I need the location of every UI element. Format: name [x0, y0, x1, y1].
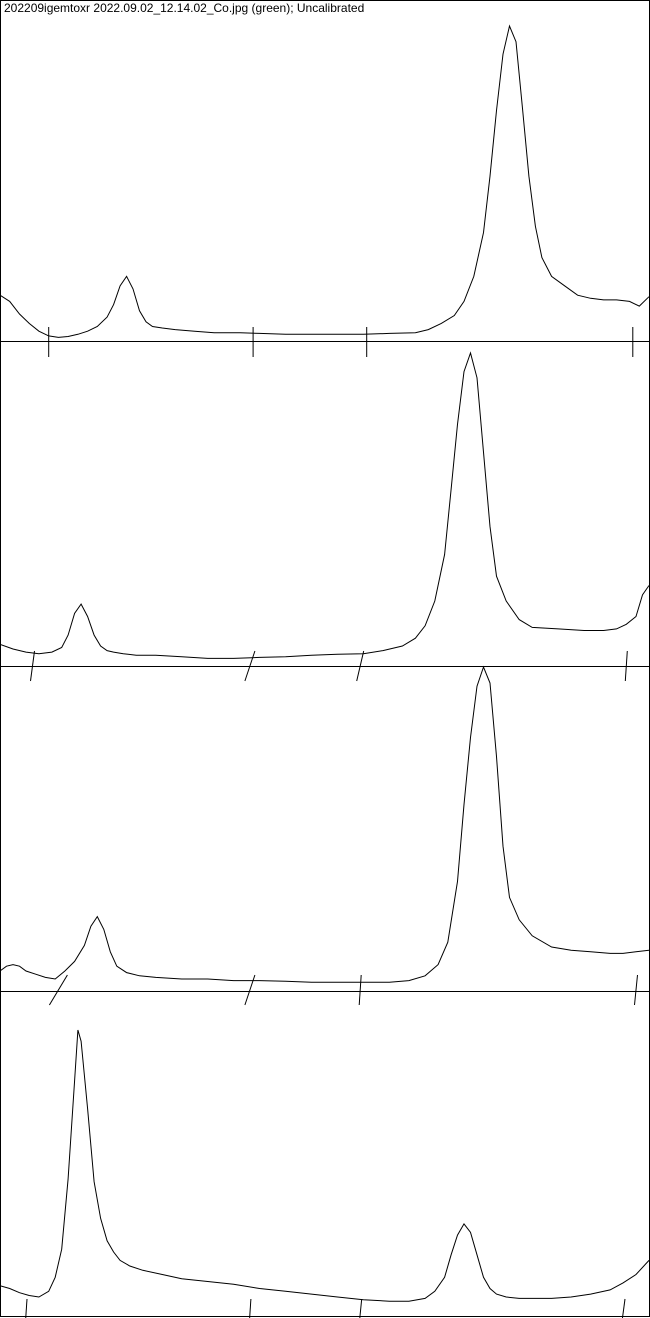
- lane-3-profile-line: [0, 665, 650, 983]
- lane-3-baseline-mark-2: [244, 974, 256, 1006]
- lane-4-baseline-mark-4: [621, 1298, 626, 1318]
- lane-2-profile-line: [0, 351, 650, 659]
- lane-4-baseline-mark-3: [359, 1298, 363, 1318]
- lane-2-baseline-mark-2: [244, 650, 256, 682]
- lane-2-baseline-mark-3: [356, 650, 365, 682]
- lane-3-baseline-mark-3: [358, 974, 362, 1006]
- lane-1-profile-line: [0, 24, 650, 338]
- lane-4-profile-line: [0, 1029, 650, 1302]
- lane-3-baseline-mark-4: [634, 974, 638, 1006]
- lane-4-baseline-mark-2: [249, 1298, 252, 1318]
- lane-3-baseline-mark-1: [48, 974, 68, 1006]
- lane-2-baseline-mark-4: [624, 650, 628, 682]
- plot-title: 202209igemtoxr 2022.09.02_12.14.02_Co.jp…: [4, 1, 365, 15]
- lane-2-baseline-mark-1: [30, 650, 35, 682]
- lane-4-baseline-mark-1: [25, 1298, 28, 1318]
